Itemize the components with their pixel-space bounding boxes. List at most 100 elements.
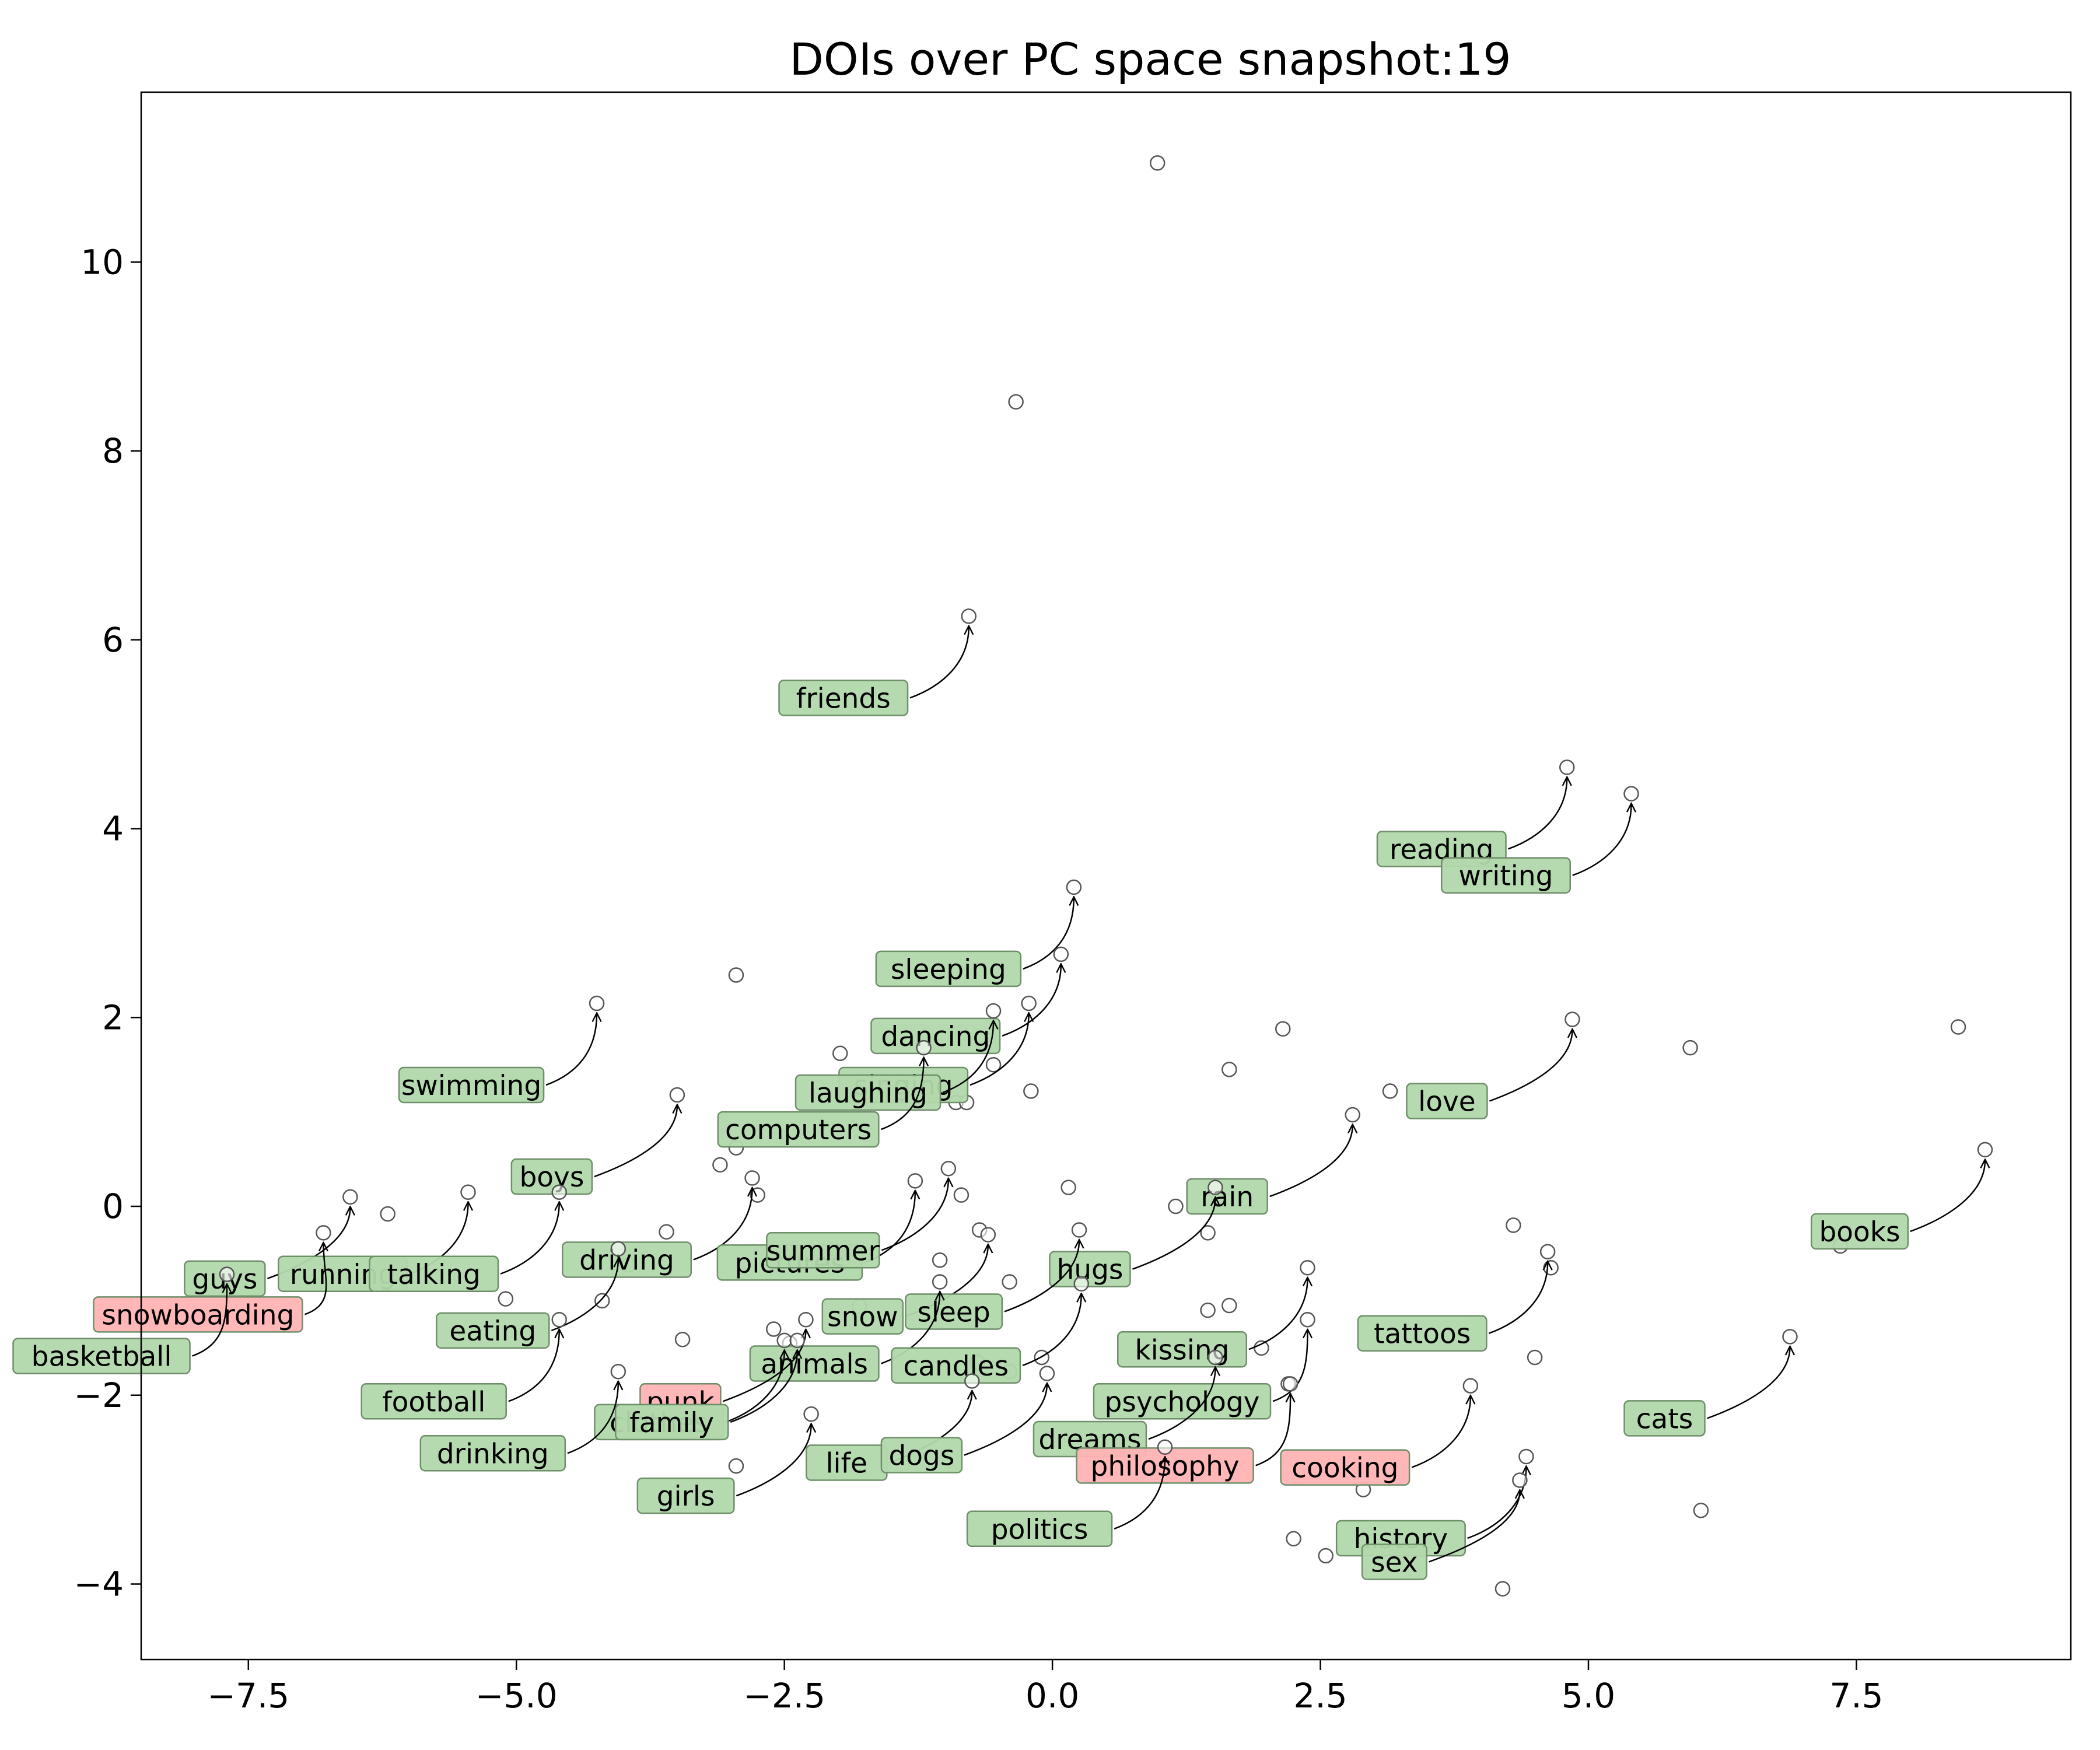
scatter-point xyxy=(1682,1040,1698,1056)
point-label-box xyxy=(1623,1400,1706,1437)
label-arrow xyxy=(1023,898,1074,970)
labeled-point-politics: politics xyxy=(966,1439,1173,1548)
label-arrow xyxy=(1707,1347,1790,1419)
point-label: dancing xyxy=(881,1021,990,1053)
x-tick-label: −7.5 xyxy=(207,1676,289,1716)
scatter-point xyxy=(712,1157,728,1173)
label-arrow xyxy=(1429,1490,1520,1563)
label-arrow xyxy=(1022,1294,1082,1366)
scatter-point xyxy=(766,1321,782,1337)
label-arrow xyxy=(1508,778,1567,850)
label-arrow xyxy=(725,1351,785,1423)
label-arrow xyxy=(567,1382,618,1454)
labeled-point-dogs: dogs xyxy=(880,1366,1055,1474)
scatter-point xyxy=(1071,1222,1087,1238)
plot-area-frame xyxy=(140,91,2072,1661)
scatter-point xyxy=(1564,1012,1580,1027)
labeled-points: friendsreadingwritingsleepingdancingsing… xyxy=(12,608,1993,1580)
point-label: life xyxy=(825,1447,867,1479)
point-label-box xyxy=(1357,1315,1488,1352)
labeled-point-rain: rain xyxy=(1186,1107,1360,1215)
label-arrow xyxy=(1488,1262,1548,1334)
scatter-point xyxy=(1053,946,1069,963)
scatter-point xyxy=(744,1170,760,1186)
point-label-box xyxy=(398,1066,545,1104)
scatter-point xyxy=(219,1266,235,1282)
point-label-box xyxy=(778,680,909,716)
labeled-point-family: family xyxy=(614,1332,805,1441)
point-label: driving xyxy=(579,1244,674,1276)
labeled-point-life: life xyxy=(806,1373,980,1481)
scatter-point xyxy=(1286,1531,1301,1547)
scatter-point xyxy=(1977,1142,1993,1158)
scatter-point xyxy=(1543,1260,1559,1276)
point-label: cats xyxy=(1636,1403,1693,1435)
labeled-point-punk: punk xyxy=(639,1312,814,1420)
label-arrow xyxy=(1910,1160,1985,1233)
labeled-point-writing: writing xyxy=(1441,786,1639,894)
labeled-point-tattoos: tattoos xyxy=(1357,1244,1556,1352)
scatter-point xyxy=(659,1224,674,1240)
scatter-point xyxy=(1382,1083,1398,1099)
point-label: talking xyxy=(387,1259,481,1291)
scatter-point xyxy=(589,995,605,1012)
labeled-point-boys: boys xyxy=(510,1087,685,1195)
scatter-point xyxy=(1021,995,1037,1012)
point-label: sex xyxy=(1371,1546,1418,1578)
scatter-point xyxy=(1512,1472,1528,1488)
point-label-box xyxy=(1280,1449,1410,1486)
scatter-point xyxy=(1345,1107,1360,1123)
label-arrow xyxy=(508,1330,559,1402)
scatter-point xyxy=(953,1187,970,1203)
label-arrow xyxy=(192,1285,228,1357)
labeled-point-friends: friends xyxy=(778,608,977,716)
point-label: hugs xyxy=(1057,1254,1124,1286)
scatter-point xyxy=(728,1458,744,1474)
labeled-point-reading: reading xyxy=(1376,760,1575,867)
point-label-box xyxy=(966,1510,1113,1548)
point-label-box xyxy=(1093,1383,1272,1420)
y-tick-label: 4 xyxy=(102,809,124,849)
point-label: basketball xyxy=(32,1341,172,1373)
label-arrow xyxy=(736,1424,811,1497)
scatter-point xyxy=(985,1056,1002,1073)
scatter-point xyxy=(551,1312,567,1328)
labeled-point-cats: cats xyxy=(1623,1329,1798,1437)
point-label-box xyxy=(1810,1213,1909,1250)
labeled-point-laughing: laughing xyxy=(794,1003,1002,1111)
scatter-point xyxy=(1222,1297,1237,1314)
label-arrow xyxy=(1489,1030,1572,1102)
scatter-point xyxy=(1066,879,1082,895)
point-label: politics xyxy=(991,1514,1088,1546)
label-arrow xyxy=(942,1021,993,1094)
point-label-box xyxy=(880,1437,963,1474)
labeled-point-sex: sex xyxy=(1361,1472,1528,1580)
y-tick-label: 0 xyxy=(102,1186,124,1226)
labeled-point-hugs: hugs xyxy=(1049,1180,1223,1287)
scatter-point xyxy=(316,1225,331,1241)
scatter-point xyxy=(964,1373,980,1389)
label-arrow xyxy=(1248,1278,1308,1350)
labeled-point-driving: driving xyxy=(562,1170,760,1278)
point-label: boys xyxy=(519,1161,584,1194)
point-label-box xyxy=(905,1293,1003,1330)
point-label-box xyxy=(1441,857,1572,894)
scatter-point xyxy=(1254,1340,1269,1356)
point-label: books xyxy=(1819,1216,1900,1248)
x-tick-label: 2.5 xyxy=(1293,1676,1347,1716)
point-label-box xyxy=(636,1477,735,1514)
scatter-point xyxy=(380,1206,396,1222)
scatter-point xyxy=(1222,1062,1237,1077)
scatter-point xyxy=(674,1332,691,1348)
label-arrow xyxy=(730,1351,797,1423)
scatter-point xyxy=(1506,1217,1521,1233)
y-tick-label: −2 xyxy=(74,1376,124,1415)
label-arrow xyxy=(1572,804,1632,876)
scatter-point xyxy=(1060,1180,1076,1195)
point-label: family xyxy=(629,1407,714,1439)
label-arrow xyxy=(693,1188,752,1261)
scatter-point xyxy=(1318,1548,1334,1564)
x-tick-label: −5.0 xyxy=(475,1676,558,1716)
point-label: cooking xyxy=(1292,1452,1398,1485)
